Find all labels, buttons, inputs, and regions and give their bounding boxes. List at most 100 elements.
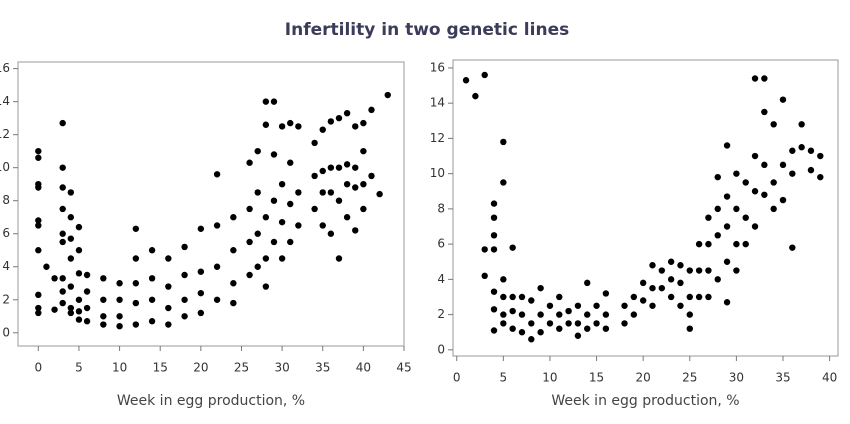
- point: [733, 267, 740, 274]
- x-tick-label: 20: [193, 361, 208, 375]
- x-tick-label: 10: [542, 371, 557, 385]
- point: [352, 227, 359, 234]
- point: [518, 329, 526, 336]
- point: [789, 244, 796, 251]
- point: [327, 164, 335, 171]
- point: [742, 214, 749, 221]
- point: [67, 304, 75, 312]
- point: [807, 166, 815, 174]
- point: [83, 318, 91, 325]
- x-tick-label: 40: [356, 361, 371, 375]
- point: [695, 267, 703, 274]
- y-tick-label: 4: [437, 272, 445, 286]
- point: [100, 296, 107, 303]
- point: [667, 258, 675, 265]
- point: [621, 320, 628, 327]
- point: [75, 316, 83, 323]
- point: [537, 284, 544, 292]
- point: [490, 306, 498, 313]
- point: [35, 304, 42, 312]
- point: [59, 230, 66, 237]
- point: [649, 262, 656, 269]
- point: [197, 289, 205, 297]
- point: [490, 200, 498, 207]
- point: [546, 320, 554, 327]
- point: [181, 271, 188, 279]
- point: [343, 109, 351, 117]
- point: [686, 325, 693, 332]
- point: [148, 296, 156, 303]
- y-tick-label: 12: [430, 131, 445, 145]
- point: [528, 336, 535, 343]
- point: [270, 98, 278, 105]
- point: [165, 304, 172, 312]
- point: [254, 189, 261, 196]
- point: [770, 205, 777, 213]
- point: [213, 263, 221, 270]
- point: [565, 307, 572, 315]
- point: [649, 284, 656, 292]
- point: [352, 123, 359, 130]
- point: [295, 222, 302, 229]
- point: [197, 225, 205, 232]
- point: [59, 184, 66, 191]
- point: [705, 267, 712, 274]
- point: [352, 164, 359, 171]
- point: [649, 302, 656, 309]
- point: [368, 106, 375, 114]
- x-tick-label: 15: [153, 361, 168, 375]
- point: [500, 276, 507, 283]
- point: [287, 119, 294, 127]
- plot-frame: [17, 61, 405, 347]
- y-tick-label: 8: [2, 193, 10, 207]
- point: [509, 325, 516, 332]
- point: [481, 246, 488, 253]
- point: [35, 291, 42, 299]
- x-tick-label: 25: [682, 371, 697, 385]
- point: [472, 92, 479, 100]
- point: [35, 309, 42, 317]
- point: [500, 293, 507, 301]
- point: [509, 293, 516, 301]
- point: [132, 321, 140, 328]
- point: [270, 151, 278, 158]
- point: [384, 91, 391, 99]
- point: [270, 238, 278, 246]
- point: [230, 247, 237, 254]
- point: [584, 325, 591, 332]
- point: [705, 214, 712, 221]
- point: [751, 223, 759, 230]
- plot-frame: [452, 59, 839, 357]
- x-tick-label: 45: [396, 361, 411, 375]
- point: [742, 179, 749, 186]
- point: [287, 238, 294, 246]
- chart-title: Infertility in two genetic lines: [285, 20, 569, 40]
- point: [798, 121, 805, 128]
- point: [490, 327, 498, 334]
- point: [230, 280, 237, 287]
- point: [518, 293, 526, 301]
- y-tick-label: 2: [2, 292, 10, 306]
- point: [733, 240, 740, 248]
- point: [319, 126, 326, 133]
- point: [59, 238, 66, 246]
- point: [593, 320, 600, 327]
- x-tick-label: 35: [775, 371, 790, 385]
- point: [500, 179, 507, 186]
- point: [509, 307, 516, 315]
- point: [695, 240, 703, 248]
- point: [43, 263, 50, 270]
- point: [789, 170, 796, 177]
- point: [335, 114, 343, 122]
- point: [462, 77, 470, 84]
- point: [59, 288, 66, 295]
- point: [278, 255, 286, 262]
- point: [490, 246, 498, 253]
- point: [686, 311, 693, 318]
- point: [51, 306, 58, 313]
- point: [59, 164, 66, 171]
- point: [262, 283, 270, 290]
- point: [714, 276, 721, 283]
- point: [278, 218, 286, 226]
- point: [51, 275, 58, 282]
